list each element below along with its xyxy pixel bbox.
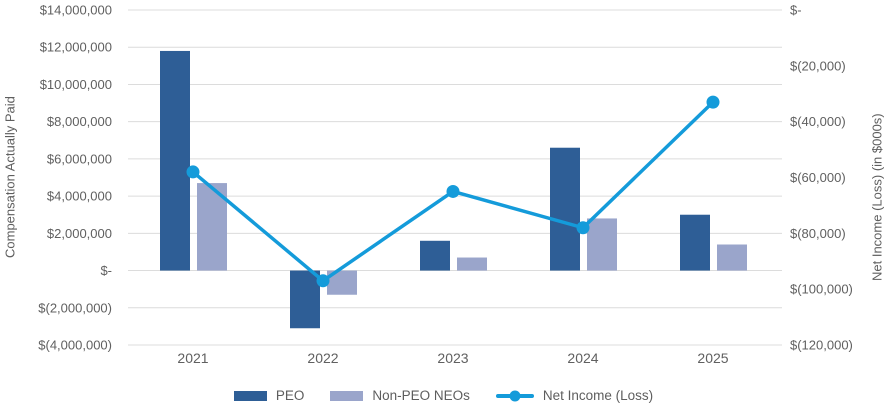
- left-axis-tick-label: $8,000,000: [47, 114, 112, 129]
- right-axis-tick-label: $(120,000): [790, 338, 853, 353]
- left-axis-tick-label: $2,000,000: [47, 226, 112, 241]
- bar-peo-2025[interactable]: [680, 214, 710, 271]
- left-axis-tick-label: $10,000,000: [40, 77, 112, 92]
- bar-peo-2021[interactable]: [160, 50, 190, 271]
- right-axis-tick-label: $(100,000): [790, 282, 853, 297]
- left-axis-tick-label: $4,000,000: [47, 189, 112, 204]
- bar-non-peo-neos-2024[interactable]: [587, 218, 617, 271]
- legend-item-peo: PEO: [233, 388, 305, 403]
- bar-non-peo-neos-2023[interactable]: [457, 257, 487, 271]
- line-marker-2021[interactable]: [186, 165, 200, 179]
- bar-peo-2024[interactable]: [550, 147, 580, 271]
- bar-peo-2022[interactable]: [290, 270, 320, 329]
- right-axis-tick-label: $(40,000): [790, 114, 846, 129]
- legend-label: Net Income (Loss): [542, 388, 654, 403]
- left-axis-tick-label: $14,000,000: [40, 3, 112, 18]
- left-axis-tick-label: $6,000,000: [47, 151, 112, 166]
- right-axis-tick-label: $(20,000): [790, 58, 846, 73]
- x-axis-label-2023: 2023: [437, 350, 468, 366]
- legend-item-net-income-loss-: Net Income (Loss): [495, 388, 654, 403]
- right-axis-tick-label: $(60,000): [790, 170, 846, 185]
- legend-dot-icon: [509, 390, 521, 401]
- line-marker-2025[interactable]: [706, 95, 720, 109]
- x-axis-label-2025: 2025: [697, 350, 728, 366]
- left-axis-tick-label: $12,000,000: [40, 40, 112, 55]
- x-axis-label-2022: 2022: [307, 350, 338, 366]
- legend-item-non-peo-neos: Non-PEO NEOs: [330, 388, 470, 403]
- legend-line-marker-icon: [495, 390, 534, 401]
- left-axis-tick-label: $(2,000,000): [38, 300, 112, 315]
- left-axis-tick-label: $(4,000,000): [38, 338, 112, 353]
- bar-non-peo-neos-2025[interactable]: [717, 244, 747, 271]
- chart-legend: PEO Non-PEO NEOs Net Income (Loss): [0, 388, 887, 403]
- legend-label: PEO: [275, 388, 305, 403]
- legend-label: Non-PEO NEOs: [372, 388, 470, 403]
- legend-swatch-icon: [233, 390, 267, 401]
- x-axis-label-2024: 2024: [567, 350, 598, 366]
- line-marker-2024[interactable]: [576, 221, 590, 235]
- right-axis-title: Net Income (Loss) (in $000s): [869, 113, 885, 282]
- bar-peo-2023[interactable]: [420, 240, 450, 271]
- legend-swatch-icon: [330, 390, 364, 401]
- left-axis-tick-label: $-: [100, 263, 112, 278]
- line-marker-2022[interactable]: [316, 274, 330, 288]
- x-axis-label-2021: 2021: [177, 350, 208, 366]
- right-axis-tick-label: $(80,000): [790, 226, 846, 241]
- right-axis-tick-label: $-: [790, 3, 802, 18]
- line-marker-2023[interactable]: [446, 184, 460, 198]
- left-axis-title: Compensation Actually Paid: [2, 96, 18, 259]
